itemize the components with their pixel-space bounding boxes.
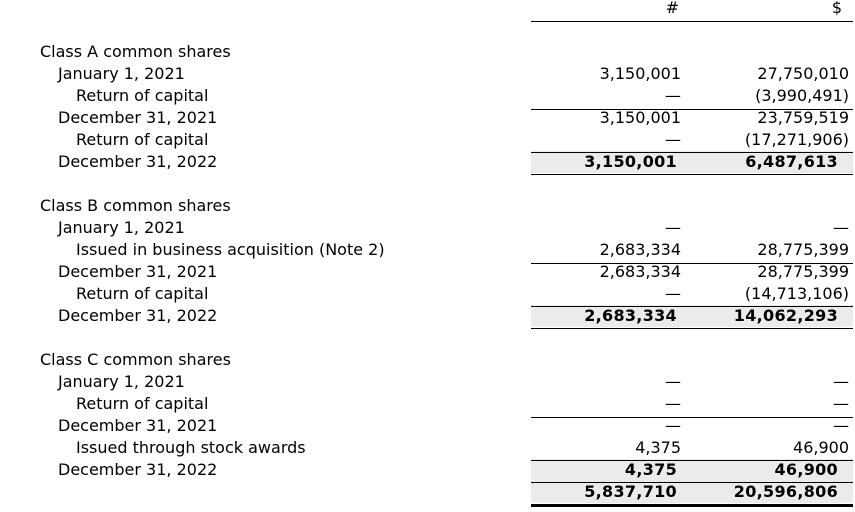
share-count-cell: — bbox=[665, 218, 681, 237]
amount-cell: 23,759,519 bbox=[757, 108, 849, 127]
row-label: January 1, 2021 bbox=[58, 372, 185, 391]
subtotal-rule bbox=[531, 417, 853, 418]
amount-cell: (17,271,906) bbox=[744, 130, 849, 149]
subtotal-rule bbox=[531, 109, 853, 110]
row-label: Issued through stock awards bbox=[76, 438, 306, 457]
share-count-cell: — bbox=[665, 394, 681, 413]
share-count-cell: 3,150,001 bbox=[584, 152, 677, 171]
row-label: December 31, 2022 bbox=[58, 460, 218, 479]
amount-cell: 46,900 bbox=[774, 460, 838, 479]
total-shading bbox=[531, 305, 853, 327]
total-top-rule bbox=[531, 306, 853, 307]
total-row: 5,837,710 20,596,806 bbox=[0, 481, 855, 503]
share-count-cell: 2,683,334 bbox=[599, 262, 681, 281]
amount-cell: — bbox=[833, 218, 849, 237]
row-label: January 1, 2021 bbox=[58, 64, 185, 83]
amount-cell: 28,775,399 bbox=[757, 240, 849, 259]
total-row: December 31, 2022 4,375 46,900 bbox=[0, 459, 855, 481]
section-heading-row: Class C common shares bbox=[0, 349, 855, 371]
column-header-amount: $ bbox=[831, 0, 842, 17]
share-count-cell: 5,837,710 bbox=[584, 482, 677, 501]
share-count-cell: — bbox=[665, 372, 681, 391]
total-top-rule bbox=[531, 482, 853, 483]
row-label: December 31, 2021 bbox=[58, 262, 218, 281]
table-row: Issued through stock awards 4,375 46,900 bbox=[0, 437, 855, 459]
row-label: Return of capital bbox=[76, 130, 209, 149]
amount-cell: 46,900 bbox=[793, 438, 849, 457]
section-heading-row: Class B common shares bbox=[0, 195, 855, 217]
amount-cell: 27,750,010 bbox=[757, 64, 849, 83]
row-label: Return of capital bbox=[76, 284, 209, 303]
total-shading bbox=[531, 151, 853, 173]
share-count-cell: — bbox=[665, 416, 681, 435]
total-shading bbox=[531, 481, 853, 503]
row-label: Return of capital bbox=[76, 394, 209, 413]
amount-cell: — bbox=[833, 394, 849, 413]
total-row: December 31, 2022 2,683,334 14,062,293 bbox=[0, 305, 855, 327]
row-label: December 31, 2022 bbox=[58, 306, 218, 325]
table-row: Return of capital — (17,271,906) bbox=[0, 129, 855, 151]
total-top-rule bbox=[531, 460, 853, 461]
section-heading: Class A common shares bbox=[40, 42, 231, 61]
share-count-cell: 2,683,334 bbox=[599, 240, 681, 259]
row-label: December 31, 2022 bbox=[58, 152, 218, 171]
share-count-cell: — bbox=[665, 284, 681, 303]
share-count-cell: 3,150,001 bbox=[599, 108, 681, 127]
row-label: Return of capital bbox=[76, 86, 209, 105]
amount-cell: (3,990,491) bbox=[755, 86, 849, 105]
grand-total-double-rule bbox=[531, 505, 853, 507]
total-bottom-rule bbox=[531, 504, 853, 505]
total-bottom-rule bbox=[531, 174, 853, 175]
section-heading: Class B common shares bbox=[40, 196, 231, 215]
total-top-rule bbox=[531, 152, 853, 153]
table-row: Return of capital — (14,713,106) bbox=[0, 283, 855, 305]
row-label: December 31, 2021 bbox=[58, 416, 218, 435]
share-count-cell: — bbox=[665, 130, 681, 149]
row-label: December 31, 2021 bbox=[58, 108, 218, 127]
header-rule bbox=[531, 21, 853, 22]
total-bottom-rule bbox=[531, 328, 853, 329]
amount-cell: 20,596,806 bbox=[733, 482, 838, 501]
share-count-cell: 2,683,334 bbox=[584, 306, 677, 325]
share-count-cell: 4,375 bbox=[624, 460, 677, 479]
table-row: January 1, 2021 — — bbox=[0, 371, 855, 393]
table-row: Issued in business acquisition (Note 2) 2… bbox=[0, 239, 855, 261]
column-header-count: # bbox=[665, 0, 679, 17]
total-row: December 31, 2022 3,150,001 6,487,613 bbox=[0, 151, 855, 173]
subtotal-rule bbox=[531, 263, 853, 264]
table-row: Return of capital — — bbox=[0, 393, 855, 415]
section-heading: Class C common shares bbox=[40, 350, 231, 369]
total-shading bbox=[531, 459, 853, 481]
row-label: January 1, 2021 bbox=[58, 218, 185, 237]
amount-cell: — bbox=[833, 372, 849, 391]
table-row: Return of capital — (3,990,491) bbox=[0, 85, 855, 107]
row-label: Issued in business acquisition (Note 2) bbox=[76, 240, 385, 259]
amount-cell: 6,487,613 bbox=[745, 152, 838, 171]
table-row: December 31, 2021 — — bbox=[0, 415, 855, 437]
amount-cell: 14,062,293 bbox=[733, 306, 838, 325]
table-row: January 1, 2021 3,150,001 27,750,010 bbox=[0, 63, 855, 85]
amount-cell: 28,775,399 bbox=[757, 262, 849, 281]
amount-cell: — bbox=[833, 416, 849, 435]
share-count-cell: 3,150,001 bbox=[599, 64, 681, 83]
table-row: January 1, 2021 — — bbox=[0, 217, 855, 239]
share-count-cell: — bbox=[665, 86, 681, 105]
section-heading-row: Class A common shares bbox=[0, 41, 855, 63]
table-row: December 31, 2021 2,683,334 28,775,399 bbox=[0, 261, 855, 283]
amount-cell: (14,713,106) bbox=[744, 284, 849, 303]
table-row: December 31, 2021 3,150,001 23,759,519 bbox=[0, 107, 855, 129]
share-count-cell: 4,375 bbox=[635, 438, 681, 457]
